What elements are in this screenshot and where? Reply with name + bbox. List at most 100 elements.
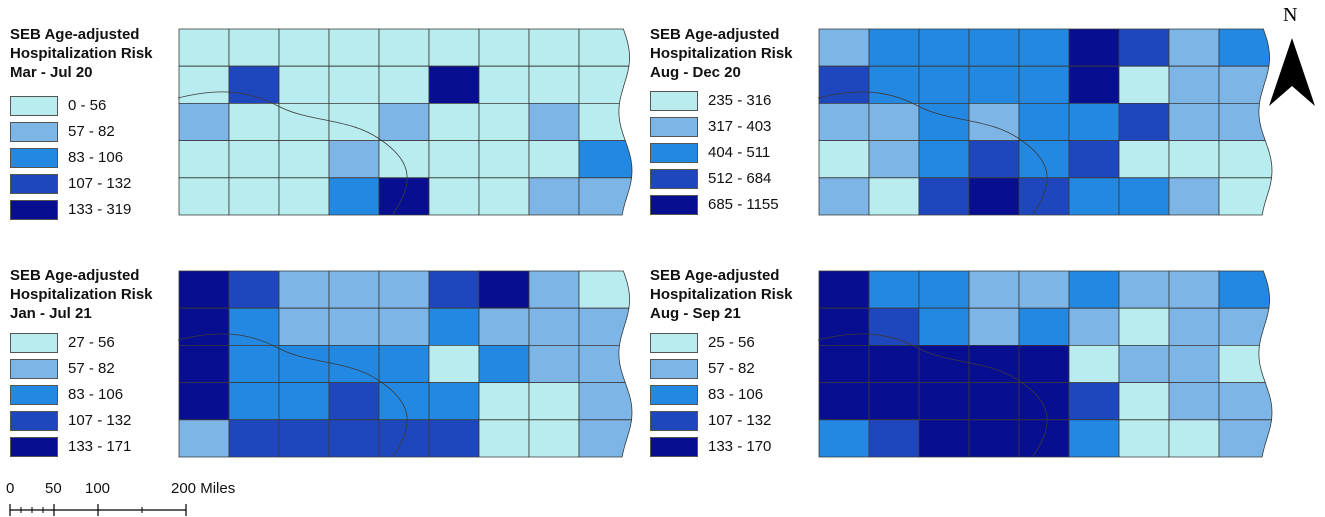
north-arrow-icon (1269, 38, 1315, 106)
county-cell (1068, 103, 1120, 141)
legend-swatch (10, 200, 58, 220)
county-cell (378, 103, 430, 141)
choropleth-map-aug-dec-20 (817, 28, 1273, 216)
county-cell (478, 345, 530, 383)
county-cell (228, 65, 280, 104)
county-cell (578, 28, 631, 67)
legend-swatch (10, 96, 58, 116)
county-cell (1168, 419, 1220, 458)
county-cell (278, 103, 330, 141)
county-cell (278, 382, 330, 421)
legend-label: 0 - 56 (68, 97, 107, 114)
county-cell (968, 419, 1020, 458)
county-cell (478, 382, 530, 421)
county-cell (578, 103, 626, 141)
county-cell (1218, 270, 1271, 309)
legend-swatch (10, 122, 58, 142)
county-cell (1018, 177, 1070, 216)
county-cell (378, 270, 430, 309)
county-cell (1168, 28, 1220, 67)
county-cell (1118, 177, 1170, 216)
legend-label: 133 - 319 (68, 201, 132, 218)
county-cell (1218, 103, 1266, 141)
legend-label: 25 - 56 (708, 334, 755, 351)
legend-swatch (650, 359, 698, 379)
map-panel-aug-sep-21: SEB Age-adjusted Hospitalization Risk Au… (640, 255, 1280, 475)
county-cell (378, 345, 430, 383)
county-cell (228, 419, 280, 458)
legend-label: 685 - 1155 (708, 196, 779, 213)
scale-label-200-miles: 200 Miles (171, 480, 236, 497)
county-cell (278, 28, 330, 67)
county-cell (328, 65, 380, 104)
county-cell (578, 270, 631, 309)
county-cell (178, 307, 230, 346)
scale-bar (9, 504, 187, 516)
legend-swatch (650, 143, 698, 163)
scale-label-50: 50 (45, 480, 62, 497)
county-cell (178, 419, 230, 458)
county-cell (1068, 28, 1120, 67)
county-cell (328, 177, 380, 216)
county-cell (178, 140, 230, 179)
county-cell (478, 177, 530, 216)
county-cell (528, 103, 580, 141)
county-cell (918, 177, 970, 216)
county-cell (1118, 65, 1170, 104)
county-cell (328, 28, 380, 67)
county-cell (1168, 270, 1220, 309)
county-cell (578, 307, 630, 346)
county-cell (1018, 307, 1070, 346)
county-cell (578, 419, 633, 458)
county-cell (1068, 419, 1120, 458)
county-cell (428, 65, 480, 104)
legend-swatch (650, 91, 698, 111)
county-cell (1018, 345, 1070, 383)
county-cell (378, 419, 430, 458)
county-cell (1218, 382, 1273, 421)
county-cell (178, 382, 230, 421)
legend-label: 107 - 132 (68, 175, 132, 192)
county-cell (1168, 345, 1220, 383)
county-cell (428, 382, 480, 421)
county-cell (1118, 270, 1170, 309)
legend-swatch (650, 385, 698, 405)
county-cell (1118, 28, 1170, 67)
county-cell (1168, 103, 1220, 141)
county-cell (868, 103, 920, 141)
county-cell (428, 28, 480, 67)
county-cell (968, 177, 1020, 216)
county-cell (1118, 382, 1170, 421)
county-cell (1068, 270, 1120, 309)
county-cell (868, 419, 920, 458)
county-cell (528, 177, 580, 216)
county-cell (1218, 65, 1270, 104)
legend-label: 317 - 403 (708, 118, 772, 135)
county-cell (578, 177, 633, 216)
legend-swatch (10, 148, 58, 168)
county-cell (378, 28, 430, 67)
county-cell (528, 270, 580, 309)
legend-label: 57 - 82 (68, 360, 115, 377)
county-cell (868, 382, 920, 421)
county-cell (868, 140, 920, 179)
county-cell (918, 270, 970, 309)
county-cell (818, 177, 870, 216)
county-cell (528, 307, 580, 346)
county-cell (278, 65, 330, 104)
county-cell (1018, 270, 1070, 309)
legend-label: 83 - 106 (68, 149, 124, 166)
county-cell (918, 307, 970, 346)
county-cell (578, 345, 626, 383)
map-panel-jan-jul-21: SEB Age-adjusted Hospitalization Risk Ja… (0, 255, 640, 475)
county-cell (1018, 65, 1070, 104)
county-cell (478, 307, 530, 346)
county-cell (1218, 345, 1266, 383)
county-cell (178, 28, 230, 67)
county-cell (378, 307, 430, 346)
county-cell (228, 382, 280, 421)
legend-label: 57 - 82 (708, 360, 755, 377)
county-cell (1218, 307, 1270, 346)
county-cell (428, 419, 480, 458)
county-cell (1018, 382, 1070, 421)
